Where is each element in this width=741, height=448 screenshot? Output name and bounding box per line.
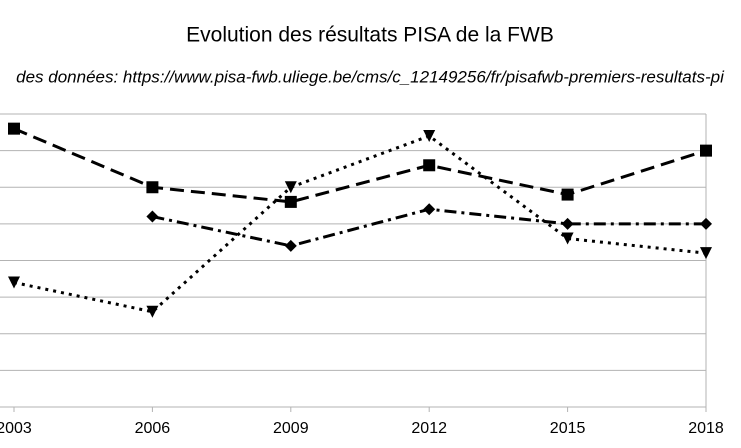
- point: [700, 217, 712, 230]
- x-tick-label: 2006: [135, 420, 171, 437]
- point: [700, 247, 712, 260]
- chart-title: Evolution des résultats PISA de la FWB: [186, 24, 554, 47]
- point: [8, 122, 20, 135]
- point: [423, 159, 436, 172]
- series-line: [13, 127, 707, 204]
- point: [284, 195, 297, 208]
- x-tick-label: 2009: [273, 420, 309, 437]
- point: [561, 232, 574, 245]
- point: [561, 217, 574, 230]
- series-line: [13, 134, 707, 314]
- x-tick-label: 2015: [550, 420, 586, 437]
- chart-subtitle: des données: https://www.pisa-fwb.uliege…: [16, 67, 725, 86]
- x-tick-label: 2018: [688, 420, 724, 437]
- point: [8, 276, 20, 289]
- point: [423, 129, 436, 142]
- point: [561, 188, 574, 201]
- point: [700, 144, 712, 157]
- point: [146, 305, 159, 318]
- point: [146, 210, 159, 223]
- point: [284, 181, 297, 194]
- x-tick-label: 2012: [411, 420, 447, 437]
- x-tick-label: 2003: [0, 420, 32, 437]
- point: [284, 239, 297, 252]
- point: [146, 181, 159, 194]
- point: [423, 203, 436, 216]
